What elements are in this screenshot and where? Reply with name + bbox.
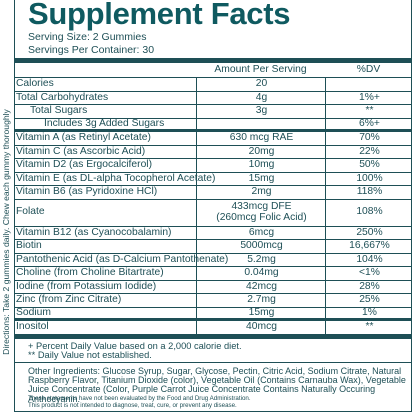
nutrient-row: Pantothenic Acid (as D-Calcium Pantothen…: [14, 253, 413, 267]
amount: 3g: [196, 105, 326, 118]
nutrient-name: Iodine (from Potassium Iodide): [16, 280, 157, 292]
amount: 5.2mg: [196, 253, 326, 266]
serving-size: Serving Size: 2 Gummies: [28, 31, 147, 43]
amount: 4g: [196, 91, 326, 104]
dv-header: %DV: [356, 64, 381, 76]
daily-value: 100%: [325, 172, 413, 185]
amount: 2mg: [196, 186, 326, 199]
nutrient-name: Includes 3g Added Sugars: [44, 117, 165, 129]
nutrient-row: Iodine (from Potassium Iodide) 42mcg 28%: [14, 280, 413, 294]
amount: 2.7mg: [196, 294, 326, 307]
servings-per-container: Servings Per Container: 30: [28, 44, 155, 56]
nutrient-row: Biotin 5000mcg 16,667%: [14, 240, 412, 254]
amount: 6mcg: [196, 226, 326, 239]
nutrient-row: Sodium 15mg 1%: [14, 306, 413, 321]
amount: 15mg: [196, 307, 326, 318]
amount: 20mg: [196, 145, 326, 158]
nutrient-row: Total Sugars 3g **: [14, 105, 412, 119]
title: Supplement Facts: [28, 0, 291, 31]
directions: Directions: Take 2 gummies daily. Chew e…: [1, 109, 11, 355]
nutrient-row: Total Carbohydrates 4g 1%+: [14, 91, 413, 105]
amount: 42mcg: [196, 280, 326, 293]
label-frame: [14, 0, 412, 412]
nutrient-row: Zinc (from Zinc Citrate) 2.7mg 25%: [14, 294, 412, 308]
header-row: Amount Per Serving %DV: [14, 64, 412, 78]
nutrient-name: Vitamin B12 (as Cyanocobalamin): [16, 226, 172, 238]
nutrient-row: Folate 433mcg DFE (260mcg Folic Acid) 108%: [14, 199, 413, 227]
daily-value: 22%: [325, 145, 413, 158]
daily-value: 1%: [325, 307, 413, 318]
nutrient-row: Vitamin C (as Ascorbic Acid) 20mg 22%: [14, 145, 413, 159]
nutrient-row: Vitamin E (as DL-alpha Tocopherol Acetat…: [14, 172, 413, 186]
nutrient-name: Biotin: [16, 240, 42, 251]
nutrient-name: Choline (from Choline Bitartrate): [16, 267, 164, 278]
nutrient-name: Total Sugars: [30, 105, 88, 116]
amount: 433mcg DFE (260mcg Folic Acid): [196, 199, 326, 226]
amount-line: (260mcg Folic Acid): [216, 211, 307, 223]
nutrient-row: Vitamin A (as Retinyl Acetate) 630 mcg RA…: [14, 132, 412, 146]
amount: 5000mcg: [196, 240, 326, 253]
nutrient-row: Includes 3g Added Sugars 6%+: [14, 117, 413, 132]
nutrient-name: Folate: [16, 206, 45, 218]
daily-value: 50%: [325, 159, 413, 172]
daily-value: 28%: [325, 280, 413, 293]
nutrient-name: Vitamin E (as DL-alpha Tocopherol Acetat…: [16, 172, 216, 184]
daily-value: 70%: [325, 132, 413, 145]
daily-value: 16,667%: [325, 240, 413, 253]
nutrient-name: Zinc (from Zinc Citrate): [16, 294, 122, 305]
rule: [14, 362, 412, 363]
nutrient-row: Vitamin B12 (as Cyanocobalamin) 6mcg 250%: [14, 226, 413, 240]
nutrient-name: Sodium: [16, 306, 51, 318]
nutrient-row: Vitamin B6 (as Pyridoxine HCl) 2mg 118%: [14, 186, 412, 200]
daily-value: 250%: [325, 226, 413, 239]
other-ingredients: Other Ingredients: Glucose Syrup, Sugar,…: [28, 366, 406, 404]
nutrient-name: Calories: [16, 78, 54, 89]
nutrient-name: Vitamin B6 (as Pyridoxine HCl): [16, 186, 158, 197]
daily-value: 104%: [325, 253, 413, 266]
amount-line: 433mcg DFE: [231, 201, 292, 212]
thick-rule: [14, 58, 412, 63]
nutrient-row: Calories 20: [14, 78, 412, 92]
footnote: ** Daily Value not established.: [28, 350, 152, 360]
daily-value: 108%: [325, 199, 413, 226]
amount: 630 mcg RAE: [196, 132, 326, 145]
disclaimer: These statements have not been evaluated…: [28, 395, 251, 402]
amount: 15mg: [196, 172, 326, 185]
nutrient-name: Vitamin D2 (as Ergocalciferol): [16, 159, 153, 170]
nutrient-row: Inositol 40mcg **: [14, 321, 412, 335]
daily-value: 118%: [325, 186, 413, 199]
daily-value: 6%+: [325, 118, 413, 129]
daily-value: 1%+: [325, 91, 413, 104]
amount: 0.04mg: [196, 267, 326, 280]
nutrient-name: Total Carbohydrates: [16, 91, 109, 103]
daily-value: [325, 78, 413, 91]
nutrient-name: Pantothenic Acid (as D-Calcium Pantothen…: [16, 253, 229, 265]
nutrient-row: Vitamin D2 (as Ergocalciferol) 10mg 50%: [14, 159, 412, 173]
amount: 40mcg: [196, 321, 326, 334]
amount-header: Amount Per Serving: [214, 64, 307, 76]
amount: [196, 118, 326, 129]
thick-rule: [14, 335, 412, 339]
daily-value: **: [325, 105, 413, 118]
nutrient-name: Vitamin A (as Retinyl Acetate): [16, 132, 151, 143]
nutrient-name: Inositol: [16, 321, 49, 332]
daily-value: **: [325, 321, 413, 334]
daily-value: <1%: [325, 267, 413, 280]
nutrient-row: Choline (from Choline Bitartrate) 0.04mg <…: [14, 267, 412, 281]
amount: 10mg: [196, 159, 326, 172]
footnote: + Percent Daily Value based on a 2,000 c…: [28, 341, 242, 351]
nutrient-name: Vitamin C (as Ascorbic Acid): [16, 145, 146, 157]
daily-value: 25%: [325, 294, 413, 307]
disclaimer: This product is not intended to diagnose…: [28, 402, 237, 409]
amount: 20: [196, 78, 326, 91]
